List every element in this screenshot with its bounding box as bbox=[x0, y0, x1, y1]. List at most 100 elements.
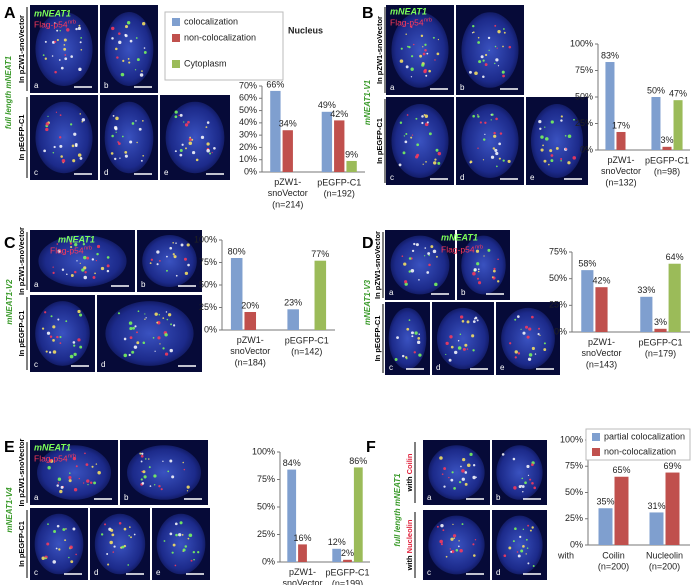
speckle bbox=[522, 545, 525, 548]
legend-swatch bbox=[172, 60, 180, 68]
row-prefix: with bbox=[405, 476, 414, 492]
value-label: 50% bbox=[647, 85, 665, 95]
speckle bbox=[519, 535, 522, 539]
nucleus bbox=[127, 445, 201, 500]
speckle bbox=[59, 114, 62, 116]
row-label: In pEGFP-C1 bbox=[17, 115, 26, 161]
x-tick-note: (n=200) bbox=[649, 561, 680, 571]
speckle bbox=[141, 70, 143, 72]
speckle bbox=[93, 481, 97, 485]
speckle bbox=[47, 466, 51, 470]
speckle bbox=[473, 268, 477, 272]
y-tick-label: 0% bbox=[554, 326, 567, 336]
speckle bbox=[172, 543, 176, 547]
nucleus bbox=[530, 104, 584, 178]
speckle bbox=[115, 116, 119, 121]
speckle bbox=[63, 47, 67, 51]
speckle bbox=[477, 41, 481, 44]
speckle bbox=[209, 152, 211, 155]
speckle bbox=[149, 485, 152, 487]
x-tick-label: pEGFP-C1 bbox=[645, 155, 689, 165]
speckle bbox=[531, 315, 534, 319]
speckle bbox=[422, 46, 424, 48]
speckle bbox=[430, 245, 434, 249]
speckle bbox=[572, 156, 576, 160]
speckle bbox=[416, 340, 421, 345]
speckle bbox=[529, 478, 532, 481]
speckle bbox=[437, 151, 442, 156]
speckle bbox=[461, 477, 465, 481]
speckle bbox=[44, 40, 47, 43]
speckle bbox=[565, 147, 567, 150]
value-label: 47% bbox=[669, 89, 687, 99]
speckle bbox=[144, 313, 146, 315]
speckle bbox=[57, 477, 62, 481]
speckle bbox=[179, 113, 183, 117]
speckle bbox=[458, 480, 462, 484]
y-tick-label: 75% bbox=[199, 257, 217, 267]
x-tick-line: pZW1- bbox=[237, 335, 264, 345]
speckle bbox=[424, 122, 429, 127]
speckle bbox=[119, 157, 121, 159]
speckle bbox=[81, 121, 83, 123]
speckle bbox=[452, 523, 454, 526]
speckle bbox=[79, 345, 83, 349]
speckle bbox=[61, 268, 65, 271]
speckle bbox=[522, 528, 525, 531]
speckle bbox=[131, 122, 135, 125]
speckle bbox=[421, 121, 424, 125]
speckle bbox=[127, 564, 130, 566]
speckle bbox=[403, 262, 407, 266]
speckle bbox=[84, 271, 87, 274]
speckle bbox=[118, 142, 121, 145]
image-label: e bbox=[500, 363, 505, 372]
speckle bbox=[143, 51, 147, 54]
speckle bbox=[149, 262, 152, 265]
speckle bbox=[152, 337, 155, 339]
speckle bbox=[59, 335, 62, 339]
speckle bbox=[543, 342, 546, 345]
x-tick-note: (n=200) bbox=[598, 561, 629, 571]
speckle bbox=[150, 258, 153, 261]
speckle bbox=[184, 123, 189, 127]
speckle bbox=[443, 467, 447, 470]
speckle bbox=[192, 150, 196, 155]
speckle bbox=[474, 539, 477, 541]
speckle bbox=[427, 252, 431, 256]
speckle bbox=[134, 69, 137, 71]
speckle bbox=[439, 456, 443, 460]
image-label: a bbox=[34, 81, 39, 90]
speckle bbox=[188, 141, 193, 146]
image-label: b bbox=[496, 493, 501, 502]
row-label: In pZW1-snoVector bbox=[375, 16, 384, 84]
speckle bbox=[428, 263, 431, 267]
x-tick-label: pEGFP-C1 bbox=[285, 335, 329, 345]
y-tick-label: 50% bbox=[257, 501, 275, 511]
speckle bbox=[529, 529, 532, 532]
speckle bbox=[51, 55, 54, 57]
speckle bbox=[527, 562, 530, 565]
speckle bbox=[442, 529, 445, 532]
bar bbox=[244, 312, 257, 330]
speckle bbox=[543, 348, 547, 352]
speckle bbox=[129, 526, 131, 528]
speckle bbox=[163, 540, 166, 542]
speckle bbox=[129, 336, 133, 340]
bar bbox=[595, 287, 608, 332]
value-label: 2% bbox=[341, 548, 354, 558]
speckle bbox=[184, 257, 187, 261]
speckle bbox=[156, 250, 160, 254]
speckle bbox=[555, 146, 559, 150]
speckle bbox=[503, 31, 506, 34]
speckle bbox=[534, 353, 537, 355]
stain-label: mNEAT1 bbox=[58, 234, 95, 244]
value-label: 83% bbox=[601, 50, 619, 60]
speckle bbox=[46, 331, 51, 335]
bar bbox=[662, 146, 672, 150]
bar bbox=[649, 512, 664, 545]
speckle bbox=[472, 24, 475, 28]
speckle bbox=[514, 527, 517, 530]
speckle bbox=[445, 353, 447, 356]
speckle bbox=[58, 59, 61, 61]
bar bbox=[581, 270, 594, 332]
